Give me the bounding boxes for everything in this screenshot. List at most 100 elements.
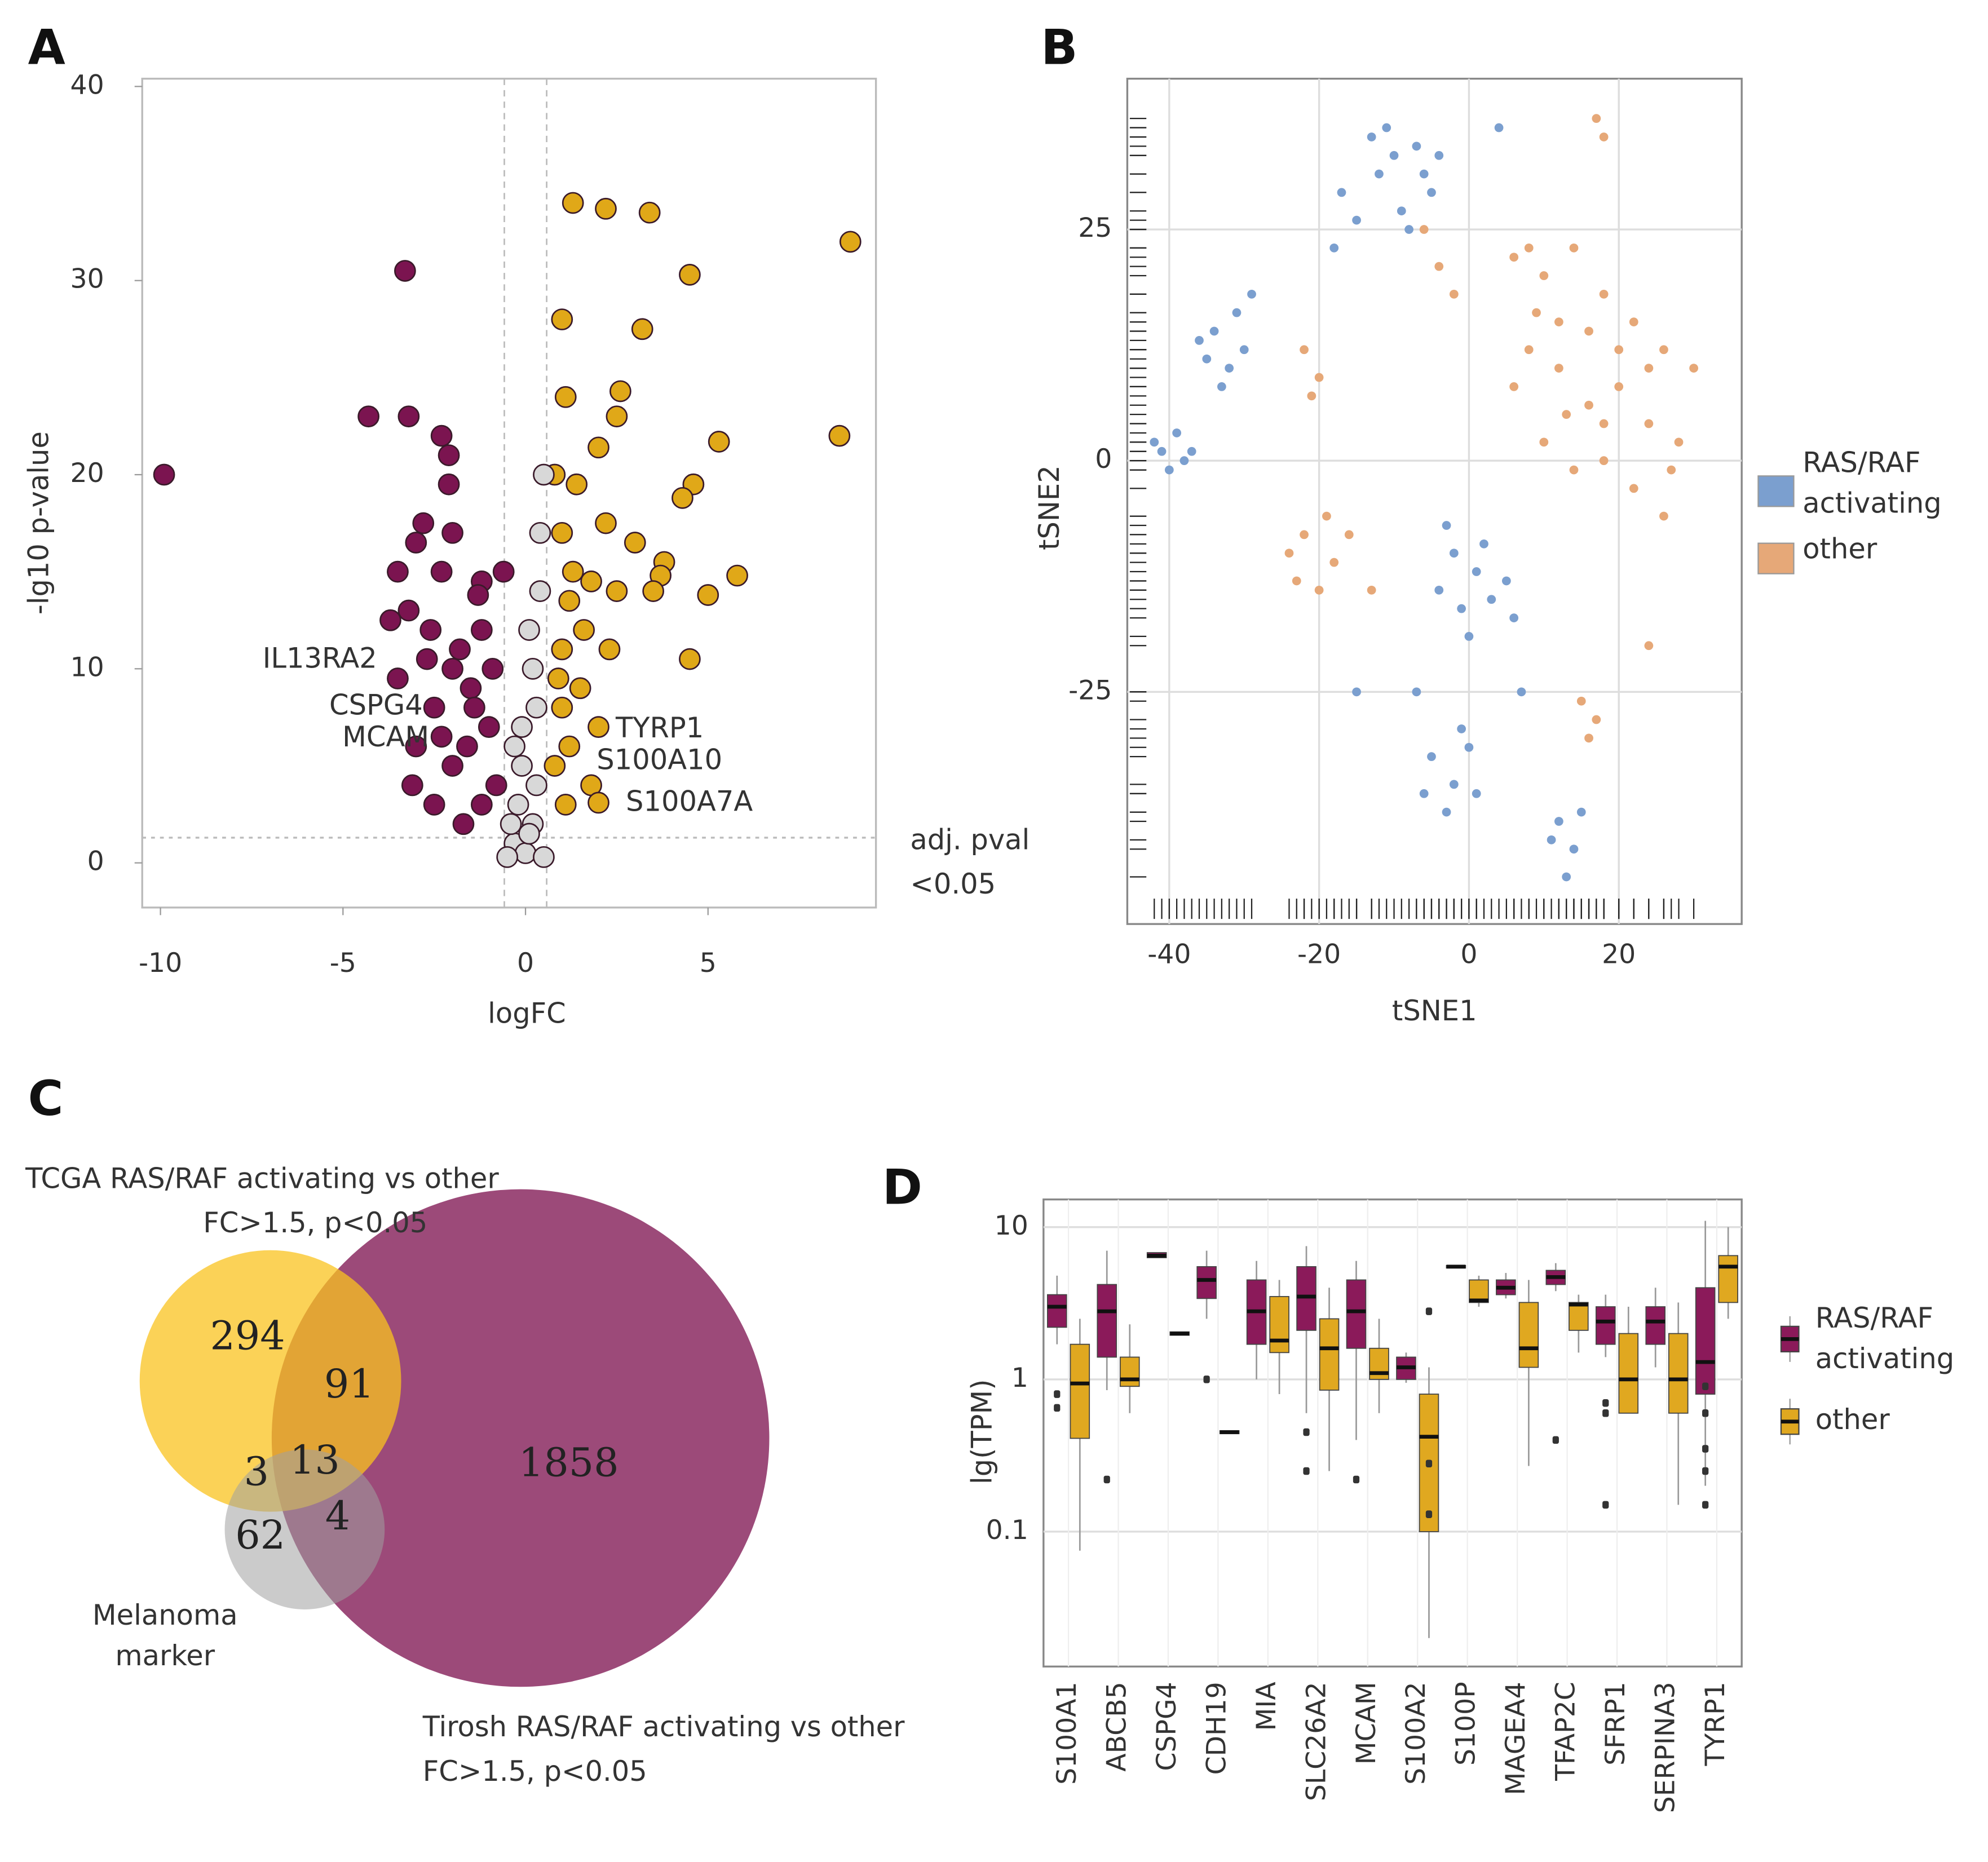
- box: [1668, 1333, 1689, 1414]
- point: [569, 677, 591, 700]
- point: [1239, 345, 1249, 355]
- panel-letter: B: [1041, 20, 1077, 76]
- outlier: [1602, 1409, 1609, 1417]
- x-tick-label: TYRP1: [1700, 1682, 1731, 1766]
- point: [726, 564, 748, 587]
- point: [554, 386, 577, 408]
- region-count: 3: [244, 1449, 269, 1494]
- outlier: [1203, 1376, 1210, 1383]
- point: [1554, 817, 1563, 826]
- point: [1569, 465, 1579, 475]
- point: [379, 609, 401, 631]
- point: [397, 405, 420, 428]
- y-tick-label: -25: [1068, 675, 1112, 706]
- point: [1314, 373, 1324, 382]
- box: [1269, 1296, 1289, 1354]
- outlier: [1425, 1510, 1433, 1518]
- annotation: S100A10: [597, 743, 722, 776]
- point: [1225, 364, 1234, 373]
- legend-label: RAS/RAF activating: [1803, 448, 1942, 520]
- point: [430, 424, 453, 447]
- point: [551, 308, 573, 330]
- x-tick-label: S100A1: [1052, 1682, 1083, 1785]
- point: [1449, 549, 1459, 558]
- point: [1419, 789, 1429, 798]
- point: [1644, 419, 1654, 428]
- point: [1584, 733, 1593, 743]
- point: [470, 619, 493, 641]
- point: [573, 619, 595, 641]
- set-label: Melanoma marker: [92, 1600, 238, 1673]
- point: [1509, 613, 1519, 622]
- point: [511, 716, 533, 738]
- point: [1614, 382, 1624, 391]
- venn-set: [139, 1250, 401, 1512]
- x-tick-label: -40: [1147, 939, 1191, 970]
- plot-frame: [1042, 1198, 1743, 1668]
- point: [679, 263, 701, 286]
- point: [587, 791, 609, 814]
- y-tick-label: 20: [70, 458, 104, 489]
- point: [1434, 151, 1444, 160]
- outlier: [1702, 1409, 1709, 1417]
- legend-label-box: RAS/RAF activating: [1815, 1303, 1954, 1376]
- y-tick-label: 1: [1011, 1363, 1028, 1394]
- legend-swatch: [1757, 475, 1795, 507]
- x-tick-label: MCAM: [1351, 1682, 1382, 1764]
- point: [525, 774, 547, 797]
- set-criteria: FC>1.5, p<0.05: [203, 1206, 427, 1239]
- x-tick-label: TFAP2C: [1550, 1682, 1581, 1781]
- point: [1457, 604, 1466, 613]
- point: [1164, 465, 1174, 475]
- y-axis-title: -lg10 p-value: [23, 431, 55, 614]
- point: [1524, 345, 1534, 355]
- point: [1501, 576, 1511, 586]
- point: [1209, 326, 1219, 336]
- point: [1562, 410, 1571, 419]
- point: [1509, 382, 1519, 391]
- point: [1352, 687, 1361, 697]
- annotation: MCAM: [342, 720, 429, 753]
- x-tick-label: -20: [1297, 939, 1341, 970]
- point: [544, 755, 566, 777]
- y-tick-label: 10: [70, 652, 104, 683]
- point: [1487, 595, 1496, 604]
- x-tick-label: 5: [700, 948, 717, 979]
- point: [595, 512, 617, 534]
- point: [1150, 437, 1159, 447]
- box: [1046, 1294, 1067, 1328]
- point: [507, 793, 529, 816]
- y-tick-label: 30: [70, 264, 104, 295]
- point: [1217, 382, 1226, 391]
- box: [1070, 1343, 1090, 1439]
- box: [1319, 1318, 1340, 1391]
- point: [401, 774, 423, 797]
- point: [1300, 345, 1309, 355]
- x-axis-title: tSNE1: [1392, 994, 1477, 1027]
- point: [405, 532, 427, 554]
- outlier: [1425, 1307, 1433, 1315]
- region-count: 13: [290, 1438, 340, 1483]
- outlier: [1425, 1459, 1433, 1467]
- region-count: 91: [324, 1361, 374, 1407]
- point: [357, 405, 380, 428]
- region-count: 62: [235, 1512, 285, 1558]
- y-tick-label: 0: [87, 846, 104, 877]
- point: [1614, 345, 1624, 355]
- point: [529, 521, 551, 544]
- point: [1412, 687, 1421, 697]
- outlier: [1054, 1404, 1061, 1412]
- point: [562, 192, 584, 214]
- point: [1494, 123, 1504, 132]
- point: [1472, 789, 1481, 798]
- x-tick-label: -5: [330, 948, 356, 979]
- box: [1196, 1266, 1217, 1299]
- venn-set: [271, 1189, 770, 1687]
- set-label-box: Melanoma marker: [92, 1600, 238, 1673]
- point: [1629, 484, 1638, 493]
- point: [1434, 262, 1444, 271]
- point: [441, 521, 463, 544]
- x-axis-title: logFC: [488, 997, 566, 1030]
- x-tick-label: SFRP1: [1600, 1682, 1631, 1766]
